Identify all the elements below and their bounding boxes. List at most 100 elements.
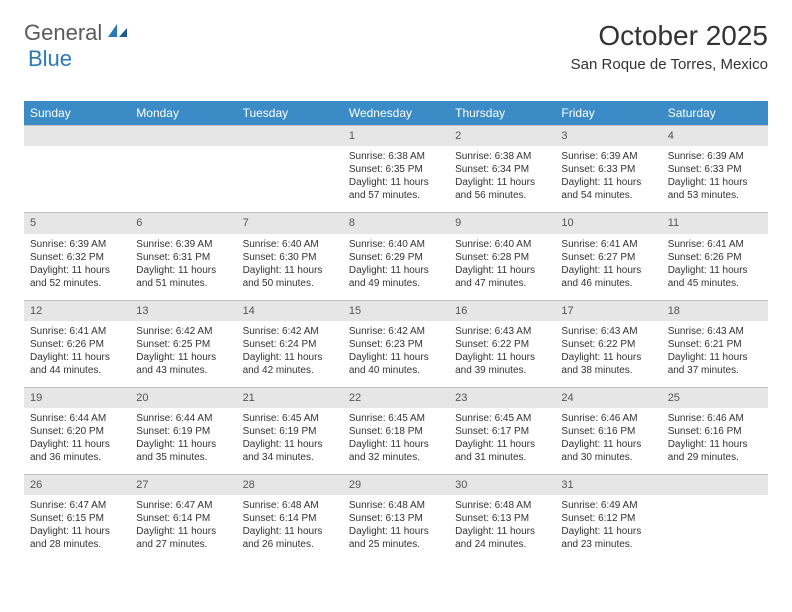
day-body: Sunrise: 6:48 AMSunset: 6:13 PMDaylight:… — [343, 495, 449, 561]
calendar-cell: 13Sunrise: 6:42 AMSunset: 6:25 PMDayligh… — [130, 300, 236, 387]
month-title: October 2025 — [571, 20, 768, 52]
sunrise-line: Sunrise: 6:45 AM — [243, 412, 337, 425]
sunset-line: Sunset: 6:22 PM — [455, 338, 549, 351]
day-body: Sunrise: 6:42 AMSunset: 6:25 PMDaylight:… — [130, 321, 236, 387]
daylight-line: Daylight: 11 hours and 47 minutes. — [455, 264, 549, 290]
day-body: Sunrise: 6:38 AMSunset: 6:35 PMDaylight:… — [343, 146, 449, 212]
sunset-line: Sunset: 6:19 PM — [243, 425, 337, 438]
sunrise-line: Sunrise: 6:46 AM — [668, 412, 762, 425]
day-body: Sunrise: 6:44 AMSunset: 6:20 PMDaylight:… — [24, 408, 130, 474]
day-number — [24, 125, 130, 146]
daylight-line: Daylight: 11 hours and 36 minutes. — [30, 438, 124, 464]
sunset-line: Sunset: 6:27 PM — [561, 251, 655, 264]
sunrise-line: Sunrise: 6:48 AM — [243, 499, 337, 512]
calendar-cell: 17Sunrise: 6:43 AMSunset: 6:22 PMDayligh… — [555, 300, 661, 387]
weekday-header-row: SundayMondayTuesdayWednesdayThursdayFrid… — [24, 101, 768, 125]
calendar-cell — [130, 125, 236, 212]
daylight-line: Daylight: 11 hours and 29 minutes. — [668, 438, 762, 464]
logo-text-blue: Blue — [28, 46, 72, 71]
day-body: Sunrise: 6:41 AMSunset: 6:26 PMDaylight:… — [24, 321, 130, 387]
day-body — [130, 146, 236, 206]
day-number — [662, 474, 768, 495]
sunset-line: Sunset: 6:20 PM — [30, 425, 124, 438]
daylight-line: Daylight: 11 hours and 27 minutes. — [136, 525, 230, 551]
sunset-line: Sunset: 6:33 PM — [561, 163, 655, 176]
sunset-line: Sunset: 6:35 PM — [349, 163, 443, 176]
daylight-line: Daylight: 11 hours and 28 minutes. — [30, 525, 124, 551]
day-body: Sunrise: 6:49 AMSunset: 6:12 PMDaylight:… — [555, 495, 661, 561]
day-body: Sunrise: 6:39 AMSunset: 6:33 PMDaylight:… — [555, 146, 661, 212]
daylight-line: Daylight: 11 hours and 26 minutes. — [243, 525, 337, 551]
calendar-cell: 12Sunrise: 6:41 AMSunset: 6:26 PMDayligh… — [24, 300, 130, 387]
sunrise-line: Sunrise: 6:39 AM — [668, 150, 762, 163]
daylight-line: Daylight: 11 hours and 52 minutes. — [30, 264, 124, 290]
day-number: 30 — [449, 474, 555, 495]
daylight-line: Daylight: 11 hours and 56 minutes. — [455, 176, 549, 202]
sunrise-line: Sunrise: 6:41 AM — [561, 238, 655, 251]
day-number: 23 — [449, 387, 555, 408]
sunset-line: Sunset: 6:16 PM — [668, 425, 762, 438]
day-body: Sunrise: 6:43 AMSunset: 6:21 PMDaylight:… — [662, 321, 768, 387]
sunrise-line: Sunrise: 6:41 AM — [668, 238, 762, 251]
day-number: 21 — [237, 387, 343, 408]
daylight-line: Daylight: 11 hours and 38 minutes. — [561, 351, 655, 377]
day-body: Sunrise: 6:44 AMSunset: 6:19 PMDaylight:… — [130, 408, 236, 474]
sunrise-line: Sunrise: 6:49 AM — [561, 499, 655, 512]
sunset-line: Sunset: 6:33 PM — [668, 163, 762, 176]
day-body: Sunrise: 6:38 AMSunset: 6:34 PMDaylight:… — [449, 146, 555, 212]
calendar-row: 12Sunrise: 6:41 AMSunset: 6:26 PMDayligh… — [24, 300, 768, 387]
calendar-cell — [237, 125, 343, 212]
daylight-line: Daylight: 11 hours and 31 minutes. — [455, 438, 549, 464]
calendar-row: 26Sunrise: 6:47 AMSunset: 6:15 PMDayligh… — [24, 474, 768, 561]
day-number: 26 — [24, 474, 130, 495]
sunset-line: Sunset: 6:26 PM — [668, 251, 762, 264]
day-body — [237, 146, 343, 206]
location: San Roque de Torres, Mexico — [571, 56, 768, 73]
day-number: 3 — [555, 125, 661, 146]
day-number: 22 — [343, 387, 449, 408]
day-number — [130, 125, 236, 146]
daylight-line: Daylight: 11 hours and 46 minutes. — [561, 264, 655, 290]
sunset-line: Sunset: 6:24 PM — [243, 338, 337, 351]
day-number: 6 — [130, 212, 236, 233]
day-body: Sunrise: 6:48 AMSunset: 6:14 PMDaylight:… — [237, 495, 343, 561]
sunrise-line: Sunrise: 6:43 AM — [455, 325, 549, 338]
sunset-line: Sunset: 6:14 PM — [136, 512, 230, 525]
daylight-line: Daylight: 11 hours and 50 minutes. — [243, 264, 337, 290]
day-number: 20 — [130, 387, 236, 408]
daylight-line: Daylight: 11 hours and 51 minutes. — [136, 264, 230, 290]
calendar-cell: 4Sunrise: 6:39 AMSunset: 6:33 PMDaylight… — [662, 125, 768, 212]
day-number: 7 — [237, 212, 343, 233]
sunrise-line: Sunrise: 6:45 AM — [455, 412, 549, 425]
calendar-row: 5Sunrise: 6:39 AMSunset: 6:32 PMDaylight… — [24, 212, 768, 299]
calendar-cell: 10 Sunrise: 6:41 AMSunset: 6:27 PMDayligh… — [555, 212, 661, 299]
day-number: 11 — [662, 212, 768, 233]
weekday-header: Wednesday — [343, 101, 449, 125]
sunrise-line: Sunrise: 6:40 AM — [243, 238, 337, 251]
sunset-line: Sunset: 6:13 PM — [455, 512, 549, 525]
calendar-cell: 25Sunrise: 6:46 AMSunset: 6:16 PMDayligh… — [662, 387, 768, 474]
calendar-cell: 18Sunrise: 6:43 AMSunset: 6:21 PMDayligh… — [662, 300, 768, 387]
day-body: Sunrise: 6:43 AMSunset: 6:22 PMDaylight:… — [449, 321, 555, 387]
day-number: 16 — [449, 300, 555, 321]
calendar-cell: 26Sunrise: 6:47 AMSunset: 6:15 PMDayligh… — [24, 474, 130, 561]
sunrise-line: Sunrise: 6:39 AM — [30, 238, 124, 251]
sunrise-line: Sunrise: 6:45 AM — [349, 412, 443, 425]
weekday-header: Tuesday — [237, 101, 343, 125]
header: General October 2025 San Roque de Torres… — [24, 20, 768, 73]
day-number: 24 — [555, 387, 661, 408]
day-number: 29 — [343, 474, 449, 495]
sunrise-line: Sunrise: 6:40 AM — [349, 238, 443, 251]
day-number: 1 — [343, 125, 449, 146]
weekday-header: Thursday — [449, 101, 555, 125]
sunset-line: Sunset: 6:21 PM — [668, 338, 762, 351]
sunrise-line: Sunrise: 6:47 AM — [136, 499, 230, 512]
daylight-line: Daylight: 11 hours and 35 minutes. — [136, 438, 230, 464]
sunset-line: Sunset: 6:14 PM — [243, 512, 337, 525]
day-number: 9 — [449, 212, 555, 233]
day-number: 10 — [555, 212, 661, 233]
sunrise-line: Sunrise: 6:40 AM — [455, 238, 549, 251]
calendar-cell: 3Sunrise: 6:39 AMSunset: 6:33 PMDaylight… — [555, 125, 661, 212]
day-body: Sunrise: 6:41 AMSunset: 6:26 PMDaylight:… — [662, 234, 768, 300]
sunset-line: Sunset: 6:13 PM — [349, 512, 443, 525]
